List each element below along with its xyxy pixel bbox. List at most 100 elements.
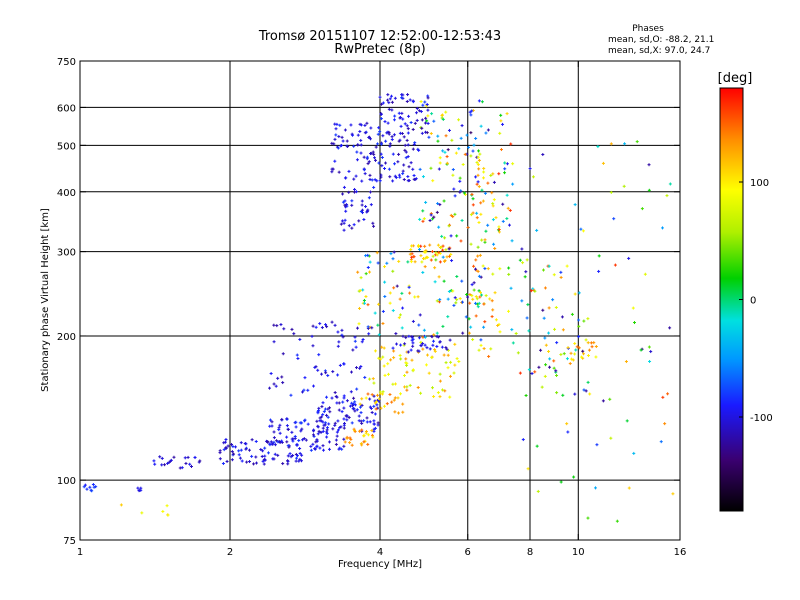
data-point — [663, 422, 667, 426]
data-point — [407, 114, 411, 118]
data-point — [536, 489, 540, 493]
data-point — [457, 360, 461, 364]
data-point — [427, 135, 431, 139]
data-point — [433, 348, 437, 352]
data-point — [577, 318, 581, 322]
data-point — [306, 422, 310, 426]
data-point — [350, 132, 354, 136]
data-point — [387, 132, 391, 136]
data-point — [417, 109, 421, 113]
data-point — [468, 110, 472, 114]
data-point — [400, 96, 404, 100]
data-point — [376, 132, 380, 136]
data-point — [312, 384, 316, 388]
data-point — [435, 253, 439, 257]
y-axis-ticks: 75 100 200 300 400 500 600 750 — [57, 57, 680, 547]
data-point — [270, 424, 274, 428]
data-point — [197, 460, 201, 464]
data-point — [268, 442, 272, 446]
data-point — [582, 319, 586, 323]
data-point — [457, 118, 461, 122]
data-point — [458, 179, 462, 183]
data-point — [421, 219, 425, 223]
data-point — [350, 370, 354, 374]
data-point — [570, 357, 574, 361]
data-point — [497, 230, 501, 234]
data-point — [387, 107, 391, 111]
chart-title: Tromsø 20151107 12:52:00-12:53:43 — [258, 29, 501, 44]
data-point — [524, 394, 528, 398]
x-tick-label: 10 — [572, 547, 585, 558]
data-point — [398, 353, 402, 357]
data-point — [386, 362, 390, 366]
data-point — [405, 370, 409, 374]
data-point — [338, 123, 342, 127]
data-point — [647, 163, 651, 167]
data-point — [383, 167, 387, 171]
data-point — [387, 130, 391, 134]
data-point — [166, 513, 170, 517]
data-point — [643, 272, 647, 276]
data-point — [457, 147, 461, 151]
data-point — [461, 163, 465, 167]
data-point — [366, 303, 370, 307]
data-point — [312, 434, 316, 438]
data-point — [445, 161, 449, 165]
data-point — [261, 459, 265, 463]
colorbar-label: [deg] — [718, 71, 753, 86]
data-point — [586, 354, 590, 358]
data-point — [362, 440, 366, 444]
data-point — [535, 228, 539, 232]
data-point — [372, 381, 376, 385]
data-point — [324, 371, 328, 375]
data-point — [482, 325, 486, 329]
data-point — [359, 123, 363, 127]
data-point — [491, 218, 495, 222]
data-point — [325, 435, 329, 439]
data-point — [362, 217, 366, 221]
data-point — [372, 419, 376, 423]
data-point — [364, 396, 368, 400]
data-point — [432, 215, 436, 219]
data-point — [632, 451, 636, 455]
data-point — [479, 124, 483, 128]
data-point — [342, 437, 346, 441]
data-point — [333, 421, 337, 425]
data-point — [348, 404, 352, 408]
data-point — [428, 243, 432, 247]
data-point — [368, 173, 372, 177]
x-tick-label: 1 — [77, 547, 83, 558]
data-point — [577, 335, 581, 339]
data-point — [370, 178, 374, 182]
data-point — [582, 388, 586, 392]
data-point — [436, 391, 440, 395]
data-point — [423, 257, 427, 261]
data-point — [298, 421, 302, 425]
data-point — [395, 342, 399, 346]
data-point — [352, 177, 356, 181]
data-point — [481, 264, 485, 268]
data-point — [477, 99, 481, 103]
data-point — [396, 396, 400, 400]
data-point — [405, 124, 409, 128]
data-point — [349, 123, 353, 127]
data-point — [392, 356, 396, 360]
data-point — [447, 289, 451, 293]
data-point — [288, 452, 292, 456]
data-point — [469, 242, 473, 246]
data-point — [480, 188, 484, 192]
data-point — [439, 245, 443, 249]
data-point — [354, 366, 358, 370]
data-point — [373, 399, 377, 403]
data-point — [451, 215, 455, 219]
data-point — [268, 418, 272, 422]
data-point — [339, 222, 343, 226]
data-point — [423, 100, 427, 104]
data-point — [464, 315, 468, 319]
data-point — [368, 177, 372, 181]
data-point — [403, 342, 407, 346]
data-point — [344, 176, 348, 180]
x-tick-label: 6 — [465, 547, 471, 558]
data-point — [433, 266, 437, 270]
data-point — [427, 371, 431, 375]
